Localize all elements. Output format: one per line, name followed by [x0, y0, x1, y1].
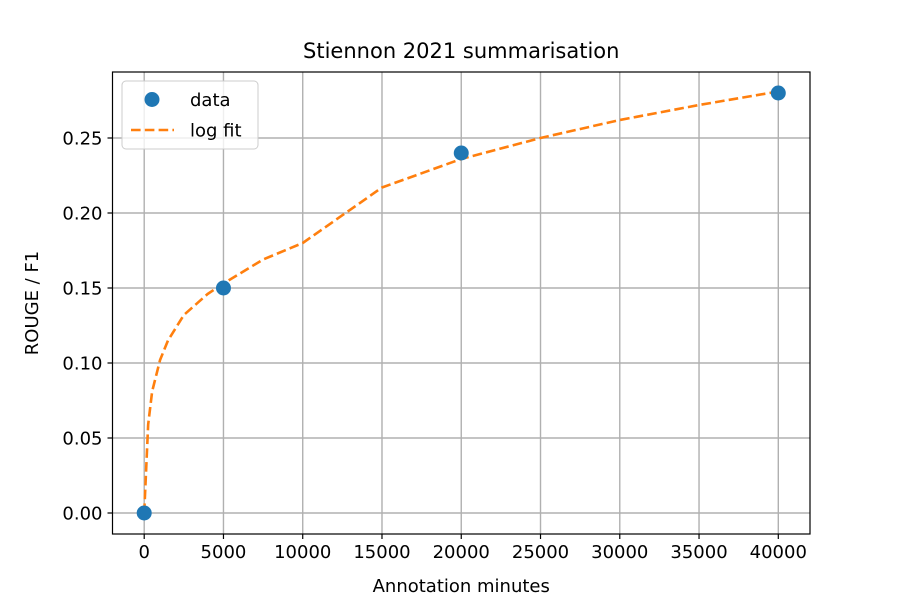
y-tick-label: 0.00 [62, 504, 102, 525]
fit-line-layer [142, 90, 779, 514]
x-tick-label: 20000 [433, 542, 490, 563]
legend-label-data: data [190, 90, 231, 111]
y-tick-label: 0.20 [62, 204, 102, 225]
y-tick-label: 0.05 [62, 429, 102, 450]
data-point [136, 505, 152, 521]
x-tick-label: 40000 [750, 542, 807, 563]
axis-ticks: 0 5000 10000 15000 20000 25000 30000 35000 40000… [62, 129, 807, 564]
x-axis-label: Annotation minutes [373, 576, 550, 597]
x-tick-label: 15000 [353, 542, 410, 563]
x-tick-label: 5000 [201, 542, 247, 563]
x-tick-label: 30000 [591, 542, 648, 563]
data-points-layer [136, 85, 786, 521]
y-tick-label: 0.10 [62, 354, 102, 375]
x-tick-label: 0 [138, 542, 149, 563]
legend: data log fit [121, 80, 259, 150]
data-point [770, 85, 786, 101]
data-point [453, 145, 469, 161]
y-axis-label: ROUGE / F1 [22, 251, 43, 355]
y-tick-label: 0.15 [62, 279, 102, 300]
x-tick-label: 10000 [274, 542, 331, 563]
x-tick-label: 35000 [670, 542, 727, 563]
x-tick-label: 25000 [512, 542, 569, 563]
data-point [215, 280, 231, 296]
legend-data-marker [144, 92, 160, 107]
y-tick-label: 0.25 [62, 129, 102, 150]
chart-title: Stiennon 2021 summarisation [303, 39, 619, 63]
log-fit-line [142, 90, 779, 514]
legend-label-log-fit: log fit [190, 121, 242, 142]
